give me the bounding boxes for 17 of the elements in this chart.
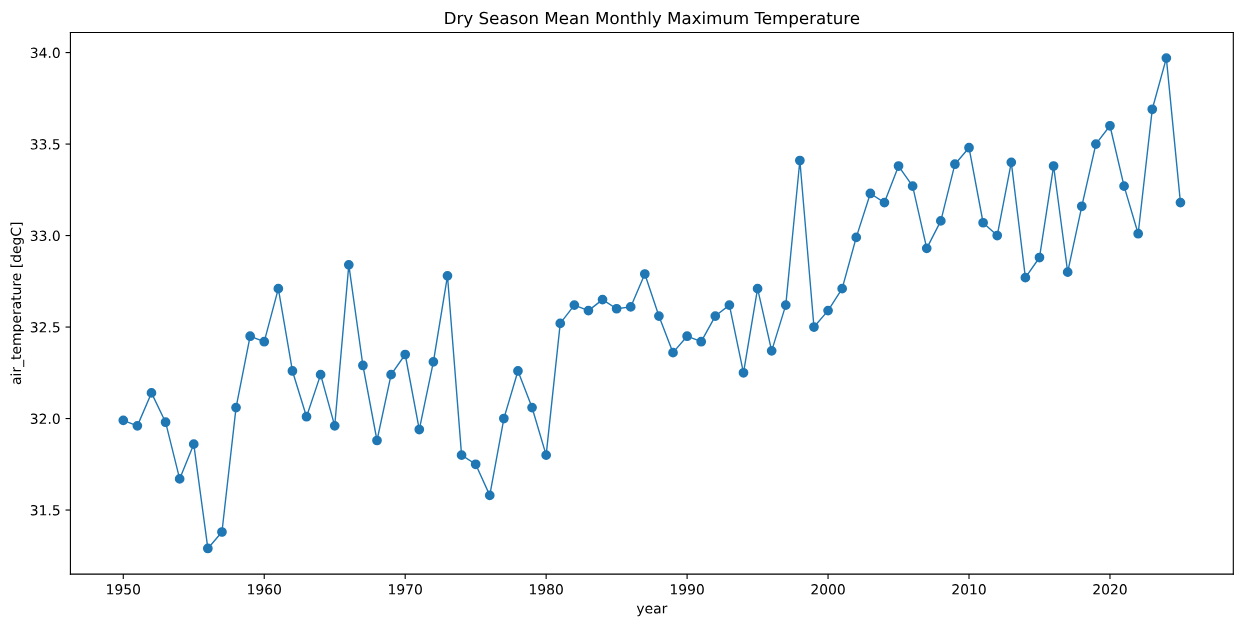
y-tick-label: 34.0 bbox=[30, 47, 60, 59]
y-axis-title: air_temperature [degC] bbox=[10, 222, 25, 385]
x-tick-label: 2010 bbox=[952, 584, 986, 595]
y-tick-label: 32.0 bbox=[30, 413, 60, 425]
x-tick-label: 1950 bbox=[107, 584, 141, 595]
x-tick-label: 1960 bbox=[248, 584, 281, 595]
x-tick-label: 2000 bbox=[811, 584, 845, 595]
chart-title: Dry Season Mean Monthly Maximum Temperature bbox=[445, 11, 860, 28]
y-tick-label: 31.5 bbox=[30, 505, 60, 516]
x-tick-label: 1980 bbox=[530, 584, 563, 595]
x-tick-label: 1990 bbox=[670, 584, 704, 595]
y-tick-label: 32.5 bbox=[30, 322, 60, 333]
x-tick-label: 1970 bbox=[389, 584, 422, 595]
y-tick-label: 33.0 bbox=[30, 230, 60, 242]
x-axis-title: year bbox=[636, 605, 668, 617]
y-tick-label: 33.5 bbox=[30, 139, 60, 150]
x-tick-label: 2020 bbox=[1093, 584, 1127, 595]
